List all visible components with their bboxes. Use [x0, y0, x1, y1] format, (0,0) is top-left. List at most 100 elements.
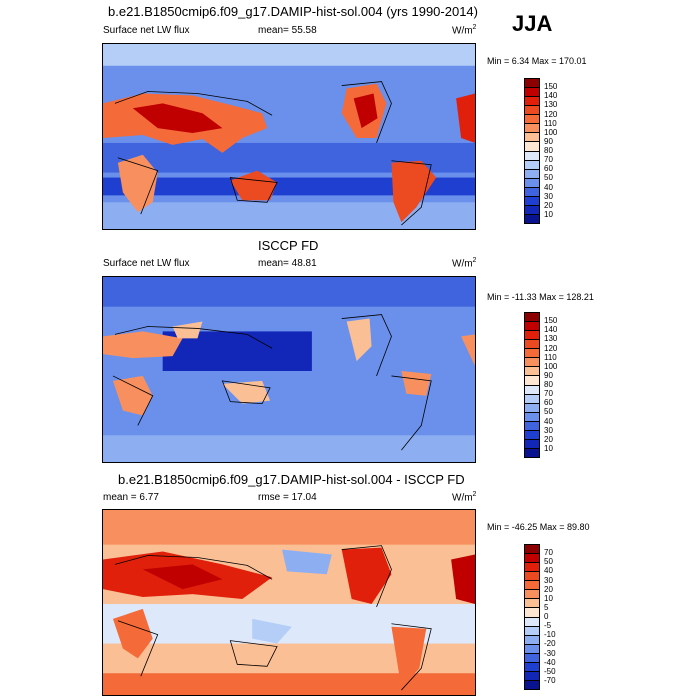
- colorbar-swatch: [525, 349, 539, 359]
- panel-3-map-field: [103, 510, 475, 695]
- colorbar-swatch: [525, 142, 539, 152]
- colorbar-swatch: [525, 196, 539, 206]
- season-label: JJA: [512, 11, 553, 36]
- colorbar-swatch: [525, 394, 539, 404]
- colorbar-label: 10: [544, 443, 553, 453]
- panel-1-units: W/m2: [452, 24, 477, 37]
- colorbar-label: -40: [544, 657, 556, 667]
- colorbar-label: 80: [544, 146, 553, 155]
- colorbar-label: 60: [544, 164, 553, 174]
- colorbar-label: 90: [544, 370, 553, 380]
- colorbar-label: 60: [544, 398, 553, 408]
- colorbar-swatch: [525, 376, 539, 386]
- colorbar-label: 100: [544, 127, 558, 137]
- panel-1-map: [102, 43, 476, 230]
- colorbar-swatch: [525, 545, 539, 555]
- colorbar-label: -50: [544, 666, 556, 676]
- colorbar-label: 50: [544, 407, 553, 417]
- colorbar-swatch: [525, 160, 539, 170]
- colorbar-label: 20: [544, 200, 553, 210]
- colorbar-label: 20: [544, 584, 553, 594]
- colorbar-swatch: [525, 322, 539, 332]
- colorbar-swatch: [525, 115, 539, 125]
- colorbar-label: 90: [544, 136, 553, 146]
- colorbar-swatch: [525, 358, 539, 368]
- colorbar-swatch: [525, 178, 539, 188]
- colorbar-swatch: [525, 421, 539, 431]
- panel-2-title: ISCCP FD: [258, 238, 319, 253]
- colorbar-label: 20: [544, 434, 553, 444]
- colorbar-swatch: [525, 608, 539, 618]
- panel-3-mean-label: mean = 6.77: [103, 492, 159, 503]
- panel-1-title: b.e21.B1850cmip6.f09_g17.DAMIP-hist-sol.…: [108, 4, 478, 19]
- colorbar-label: 120: [544, 109, 558, 119]
- colorbar-label: 120: [544, 343, 558, 353]
- colorbar-swatch: [525, 554, 539, 564]
- colorbar-label: 140: [544, 91, 558, 101]
- colorbar-label: 30: [544, 575, 553, 585]
- colorbar-swatch: [525, 572, 539, 582]
- colorbar-swatch: [525, 385, 539, 395]
- panel-3-title: b.e21.B1850cmip6.f09_g17.DAMIP-hist-sol.…: [118, 472, 465, 487]
- colorbar-swatch: [525, 340, 539, 350]
- colorbar-swatch: [525, 599, 539, 609]
- colorbar-swatch: [525, 187, 539, 197]
- colorbar-swatch: [525, 635, 539, 645]
- colorbar-label: 110: [544, 118, 557, 128]
- panel-3-units: W/m2: [452, 491, 477, 504]
- colorbar-swatch: [525, 403, 539, 413]
- colorbar-swatch: [525, 412, 539, 422]
- colorbar-swatch: [525, 214, 539, 223]
- colorbar-label: 50: [544, 173, 553, 183]
- colorbar-label: 30: [544, 191, 553, 201]
- panel-2-variable-label: Surface net LW flux: [103, 258, 190, 269]
- colorbar-label: 110: [544, 352, 557, 362]
- colorbar-label: 70: [544, 389, 553, 399]
- colorbar-swatch: [525, 662, 539, 672]
- panel-3-rmse-label: rmse = 17.04: [258, 492, 317, 503]
- colorbar-label: 70: [544, 548, 553, 558]
- colorbar-label: -10: [544, 630, 556, 640]
- colorbar-label: -70: [544, 675, 556, 685]
- panel-3-map: [102, 509, 476, 696]
- colorbar-swatch: [525, 671, 539, 681]
- colorbar-label: 130: [544, 334, 558, 344]
- colorbar-label: 0: [544, 612, 549, 621]
- colorbar-label: -5: [544, 621, 552, 631]
- panel-2-colorbar: [524, 312, 540, 458]
- colorbar-swatch: [525, 133, 539, 143]
- colorbar-swatch: [525, 590, 539, 600]
- panel-2-minmax: Min = -11.33 Max = 128.21: [487, 292, 594, 302]
- colorbar-swatch: [525, 563, 539, 573]
- colorbar-label: 10: [544, 593, 553, 603]
- panel-2-map: [102, 276, 476, 463]
- colorbar-label: 150: [544, 82, 558, 92]
- colorbar-swatch: [525, 97, 539, 107]
- colorbar-label: 150: [544, 316, 558, 326]
- colorbar-swatch: [525, 331, 539, 341]
- colorbar-label: 100: [544, 361, 558, 371]
- colorbar-swatch: [525, 626, 539, 636]
- colorbar-swatch: [525, 151, 539, 161]
- colorbar-label: 40: [544, 182, 553, 192]
- colorbar-swatch: [525, 205, 539, 215]
- colorbar-label: 5: [544, 602, 549, 612]
- colorbar-label: 10: [544, 209, 553, 219]
- colorbar-label: 80: [544, 380, 553, 389]
- colorbar-swatch: [525, 617, 539, 627]
- colorbar-label: 140: [544, 325, 558, 335]
- colorbar-swatch: [525, 313, 539, 323]
- colorbar-swatch: [525, 79, 539, 89]
- colorbar-swatch: [525, 169, 539, 179]
- panel-3-colorbar: [524, 544, 540, 690]
- colorbar-label: -30: [544, 648, 556, 658]
- panel-1-minmax: Min = 6.34 Max = 170.01: [487, 56, 587, 66]
- colorbar-swatch: [525, 653, 539, 663]
- colorbar-swatch: [525, 124, 539, 134]
- colorbar-swatch: [525, 367, 539, 377]
- colorbar-swatch: [525, 680, 539, 689]
- panel-3-minmax: Min = -46.25 Max = 89.80: [487, 522, 590, 532]
- colorbar-label: 70: [544, 155, 553, 165]
- colorbar-label: 50: [544, 557, 553, 567]
- panel-2-units: W/m2: [452, 257, 477, 270]
